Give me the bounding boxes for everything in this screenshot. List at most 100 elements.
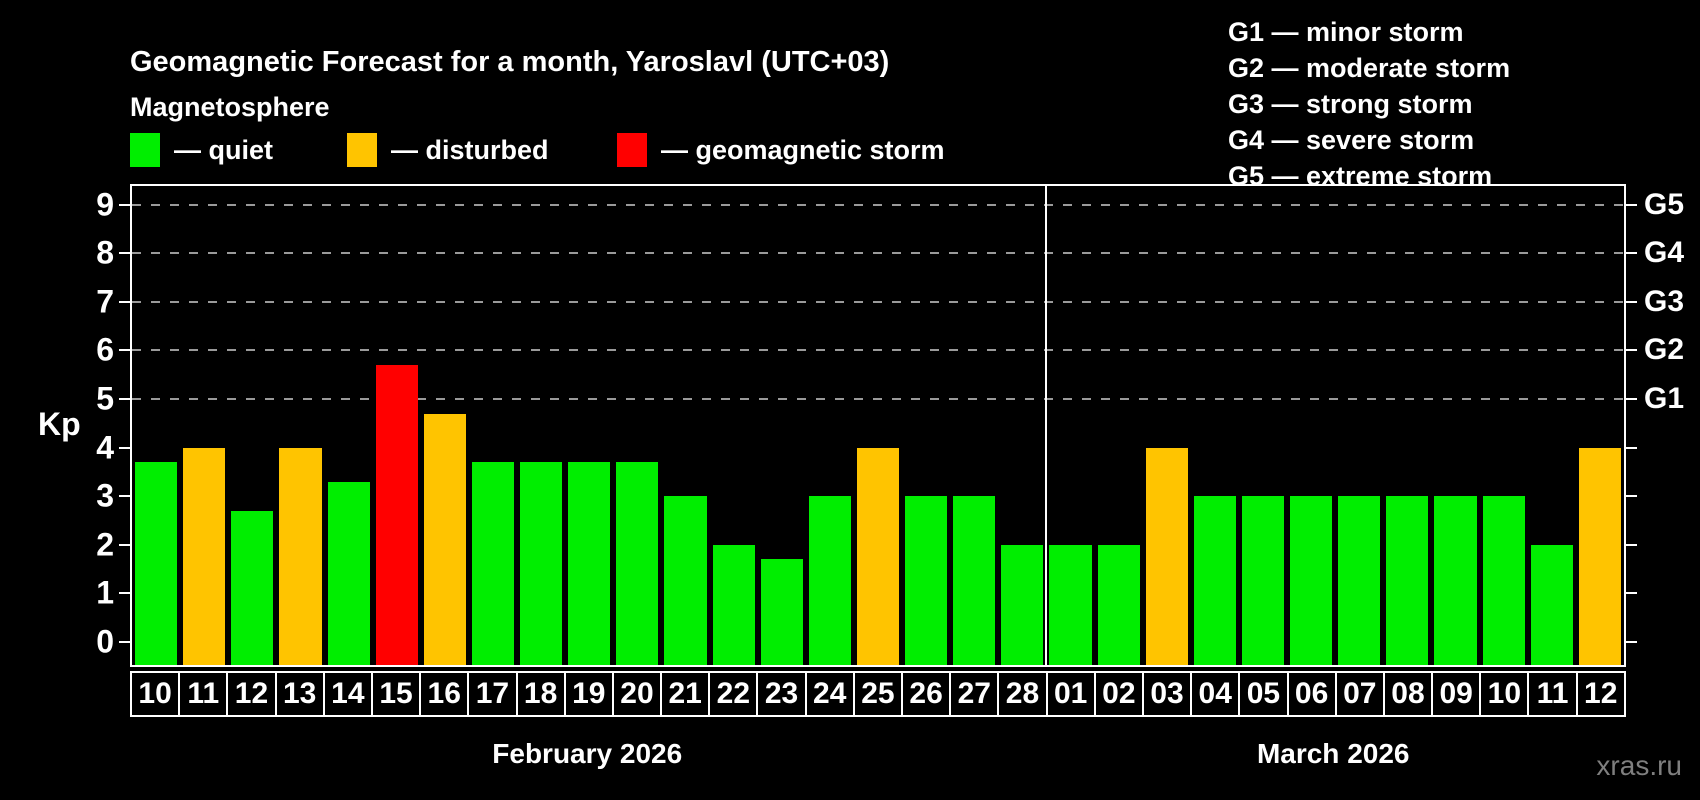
g-legend-line: G3 — strong storm	[1228, 89, 1473, 119]
right-tick-kp1	[1625, 592, 1637, 595]
right-tick-kp2	[1625, 543, 1637, 546]
y-tick-label-6: 6	[96, 331, 114, 368]
kp-bar-month1-day-12	[1578, 447, 1621, 665]
gridline-kp5	[132, 398, 1624, 400]
y-tick-label-8: 8	[96, 234, 114, 271]
day-label-month0-17: 17	[469, 673, 518, 715]
g-legend-line: G2 — moderate storm	[1228, 53, 1511, 83]
kp-bar-month0-day-27	[953, 496, 996, 665]
right-tick-kp4	[1625, 446, 1637, 449]
day-label-month1-05: 05	[1240, 673, 1289, 715]
day-label-month0-19: 19	[566, 673, 614, 715]
disturbed-color-swatch	[347, 133, 377, 167]
day-axis-row: 10 11 12 13 14 15 16 17 18 19 20 21 22 23 24 25 26 27 28 01…	[130, 671, 1626, 717]
right-axis-label-G2: G2	[1644, 333, 1685, 367]
storm-color-swatch	[617, 133, 647, 167]
day-label-month0-26: 26	[903, 673, 952, 715]
right-tick-kp5	[1625, 398, 1637, 400]
left-tick-kp7	[119, 300, 131, 303]
quiet-color-swatch	[130, 133, 160, 167]
day-label-month0-20: 20	[614, 673, 663, 715]
g-scale-legend: G1 — minor storm G2 — moderate storm G3 — …	[1228, 14, 1510, 194]
kp-bar-month0-day-20	[616, 462, 659, 665]
day-label-month1-11: 11	[1529, 673, 1578, 715]
day-label-month0-25: 25	[855, 673, 903, 715]
day-label-month0-27: 27	[951, 673, 1000, 715]
right-tick-kp0	[1625, 641, 1637, 643]
left-tick-kp2	[119, 543, 131, 546]
left-tick-kp6	[119, 349, 131, 352]
gridline-kp8	[132, 252, 1624, 255]
y-tick-label-9: 9	[96, 186, 114, 223]
right-tick-kp3	[1625, 495, 1637, 498]
kp-bar-month0-day-21	[664, 496, 707, 665]
legend-item-quiet: — quiet	[130, 133, 273, 167]
kp-bar-month0-day-23	[760, 559, 803, 665]
left-tick-kp0	[119, 641, 131, 643]
right-axis-label-G5: G5	[1644, 187, 1685, 221]
kp-bar-month0-day-28	[1001, 544, 1044, 665]
watermark: xras.ru	[1596, 750, 1682, 781]
y-tick-label-4: 4	[96, 429, 114, 466]
legend-label-storm: — geomagnetic storm	[661, 134, 945, 165]
day-label-month1-01: 01	[1048, 673, 1096, 715]
y-tick-label-1: 1	[96, 574, 114, 611]
day-label-month1-12: 12	[1584, 677, 1618, 710]
gridline-kp7	[132, 300, 1624, 303]
kp-bar-month1-day-04	[1193, 496, 1236, 665]
g-legend-line: G1 — minor storm	[1228, 17, 1464, 47]
legend-label-quiet: — quiet	[174, 134, 273, 165]
day-label-month1-03: 03	[1144, 673, 1193, 715]
month-separator-line	[1045, 186, 1048, 665]
kp-bar-month1-day-05	[1241, 496, 1285, 665]
day-label-month0-24: 24	[807, 673, 855, 715]
day-label-month0-18: 18	[518, 673, 566, 715]
kp-bar-month1-day-11	[1530, 544, 1573, 665]
day-label-month0-23: 23	[758, 673, 807, 715]
right-axis-label-G3: G3	[1644, 284, 1685, 318]
left-tick-kp3	[119, 495, 131, 498]
kp-bar-month0-day-24	[808, 496, 851, 665]
kp-bar-month0-day-17	[471, 462, 515, 665]
gridline-kp9	[132, 203, 1624, 206]
kp-bar-month0-day-22	[712, 544, 755, 665]
kp-bar-month0-day-11	[183, 447, 226, 665]
left-tick-kp8	[119, 252, 131, 255]
gridline-kp6	[132, 349, 1624, 352]
kp-bar-month1-day-08	[1386, 496, 1429, 665]
day-label-month1-08: 08	[1385, 673, 1434, 715]
kp-bar-month1-day-10	[1482, 496, 1525, 665]
y-tick-label-5: 5	[96, 380, 114, 417]
day-label-month0-10: 10	[132, 673, 181, 715]
left-tick-kp4	[119, 446, 131, 449]
y-tick-label-7: 7	[96, 283, 114, 320]
kp-bar-month1-day-03	[1145, 447, 1188, 665]
y-tick-label-3: 3	[96, 477, 114, 514]
right-tick-kp7	[1625, 300, 1637, 303]
kp-bar-month0-day-25	[856, 447, 900, 665]
day-label-month1-07: 07	[1337, 673, 1385, 715]
kp-bar-month0-day-12	[231, 510, 274, 665]
day-label-month0-21: 21	[662, 673, 711, 715]
kp-bar-month0-day-14	[327, 481, 370, 665]
left-tick-kp1	[119, 592, 131, 595]
day-label-month0-16: 16	[421, 673, 470, 715]
kp-bar-month1-day-02	[1097, 544, 1140, 665]
right-tick-kp9	[1625, 203, 1637, 206]
kp-bar-month1-day-07	[1338, 496, 1381, 665]
g-legend-line: G4 — severe storm	[1228, 125, 1475, 155]
kp-bar-month0-day-16	[423, 413, 466, 665]
month-label-0: February 2026	[492, 738, 683, 769]
y-axis-label: Kp	[38, 406, 81, 442]
kp-bar-month0-day-10	[135, 462, 178, 665]
chart-subtitle: Magnetosphere	[130, 92, 330, 122]
legend-item-storm: — geomagnetic storm	[617, 133, 945, 167]
kp-bar-month0-day-15	[375, 364, 418, 665]
day-label-month0-13: 13	[277, 673, 325, 715]
chart-title: Geomagnetic Forecast for a month, Yarosl…	[130, 46, 890, 78]
y-tick-label-2: 2	[96, 526, 114, 563]
left-tick-kp9	[119, 203, 131, 206]
day-label-month0-28: 28	[999, 673, 1048, 715]
kp-bar-month1-day-01	[1049, 544, 1092, 665]
